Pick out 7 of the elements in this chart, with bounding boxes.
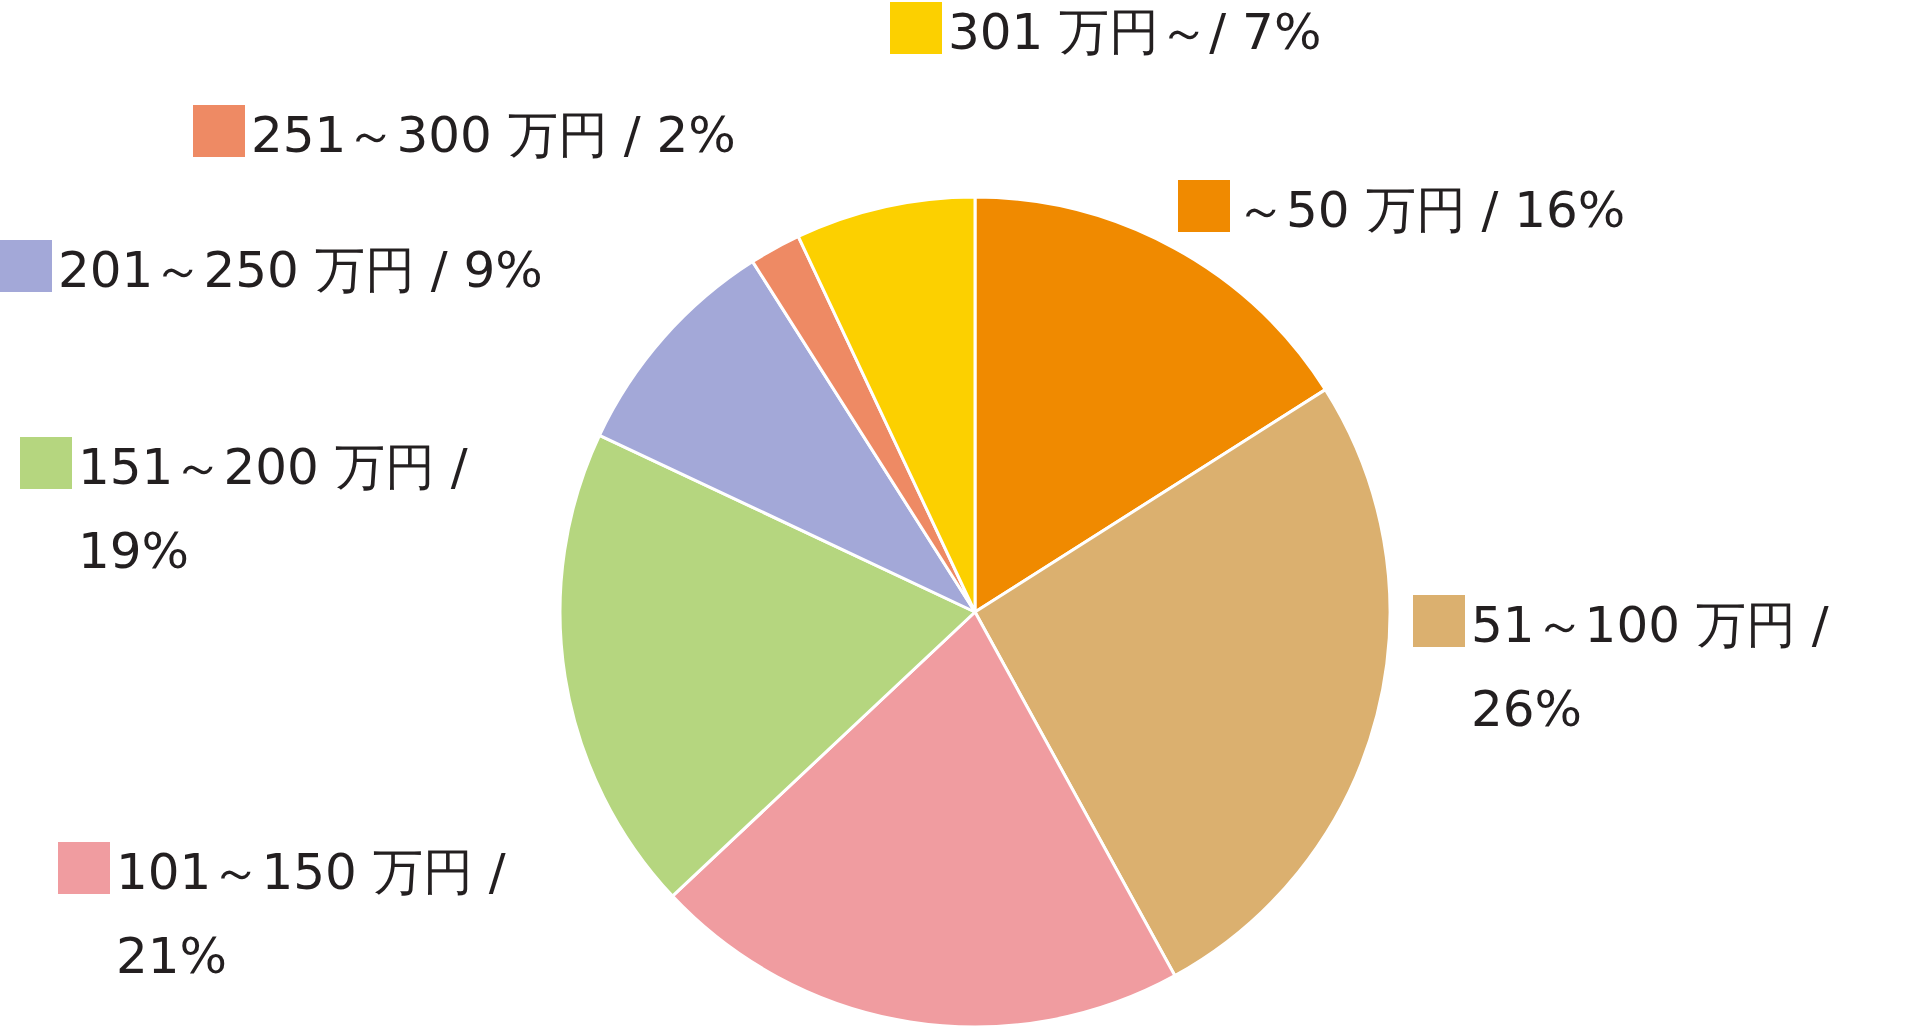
legend-label: 201～250 万円 / 9% [58, 240, 543, 301]
legend-label: 301 万円～/ 7% [948, 2, 1322, 63]
legend-label: 101～150 万円 / 21% [116, 842, 507, 987]
legend-label: 151～200 万円 / 19% [78, 437, 469, 582]
legend-label: ～50 万円 / 16% [1236, 180, 1626, 241]
legend-label: 51～100 万円 / 26% [1471, 595, 1830, 740]
legend-label: 251～300 万円 / 2% [251, 105, 736, 166]
